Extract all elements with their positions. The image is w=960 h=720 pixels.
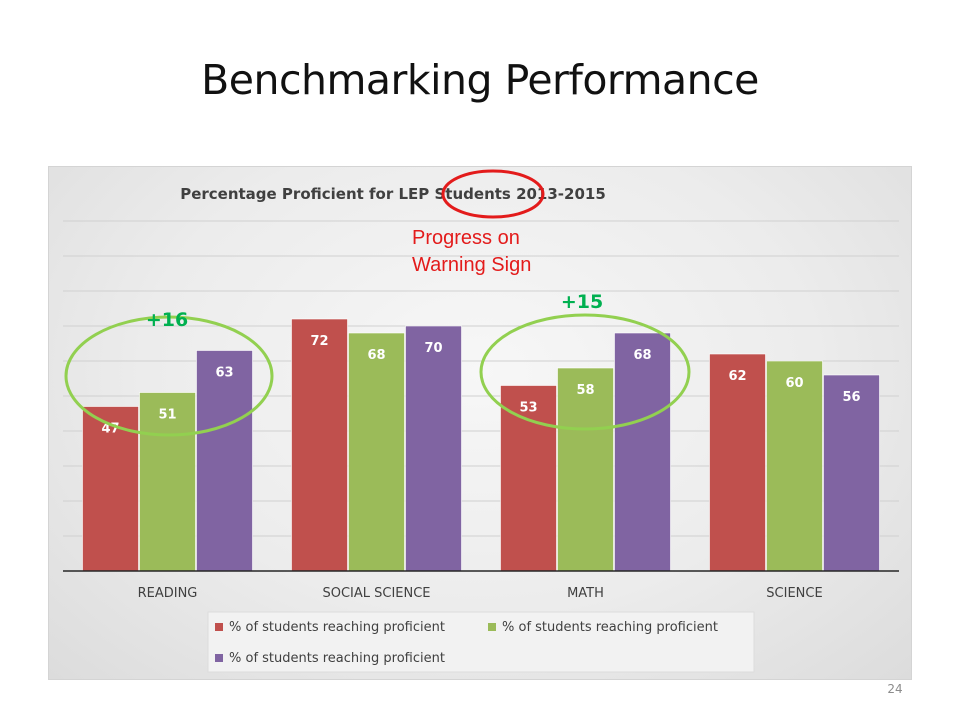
- chart-container: 47 51 63 72 68 70 53 58 68 62 60 56 READING SOCIAL S…: [48, 166, 912, 680]
- data-label: 62: [728, 369, 746, 384]
- data-label: 56: [842, 390, 860, 405]
- bar-2-math: [557, 367, 614, 572]
- data-label: 63: [215, 366, 233, 381]
- bar-1-reading: [82, 406, 139, 572]
- reading-highlight-circle: [64, 315, 274, 437]
- data-label: 60: [785, 376, 803, 391]
- legend-label-3: % of students reaching proficient: [229, 651, 445, 666]
- callout-line-1: Progress on: [412, 227, 520, 249]
- data-label: 68: [633, 348, 651, 363]
- math-highlight-circle: [479, 313, 691, 431]
- legend-label-2: % of students reaching proficient: [502, 620, 718, 635]
- legend-swatch-2: [488, 623, 496, 631]
- slide-title: Benchmarking Performance: [201, 56, 759, 104]
- data-label: 51: [158, 408, 176, 423]
- category-label: MATH: [567, 586, 604, 601]
- bar-2-social-science: [348, 332, 405, 572]
- legend: % of students reaching proficient % of s…: [207, 611, 755, 673]
- category-labels: READING SOCIAL SCIENCE MATH SCIENCE: [138, 586, 823, 601]
- bar-1-science: [709, 353, 766, 572]
- legend-label-1: % of students reaching proficient: [229, 620, 445, 635]
- math-gain-label: +15: [561, 291, 603, 313]
- bar-3-reading: [196, 350, 253, 572]
- legend-box: [207, 611, 755, 673]
- annotations: +16 +15 Progress on Warning Sign: [64, 169, 691, 437]
- bar-1-social-science: [291, 318, 348, 572]
- legend-swatch-3: [215, 654, 223, 662]
- bar-2-reading: [139, 392, 196, 572]
- bar-3-math: [614, 332, 671, 572]
- category-label: READING: [138, 586, 198, 601]
- category-label: SOCIAL SCIENCE: [322, 586, 430, 601]
- bar-2-science: [766, 360, 823, 572]
- data-label: 70: [424, 341, 442, 356]
- data-label: 53: [519, 401, 537, 416]
- data-label: 68: [367, 348, 385, 363]
- data-label: 58: [576, 383, 594, 398]
- callout-line-2: Warning Sign: [412, 254, 531, 276]
- page-number: 24: [887, 682, 903, 696]
- legend-swatch-1: [215, 623, 223, 631]
- reading-gain-label: +16: [146, 309, 188, 331]
- year-highlight-circle: [441, 169, 545, 219]
- category-label: SCIENCE: [766, 586, 822, 601]
- data-label: 72: [310, 334, 328, 349]
- chart-title: Percentage Proficient for LEP Students 2…: [180, 185, 606, 203]
- bar-3-social-science: [405, 325, 462, 572]
